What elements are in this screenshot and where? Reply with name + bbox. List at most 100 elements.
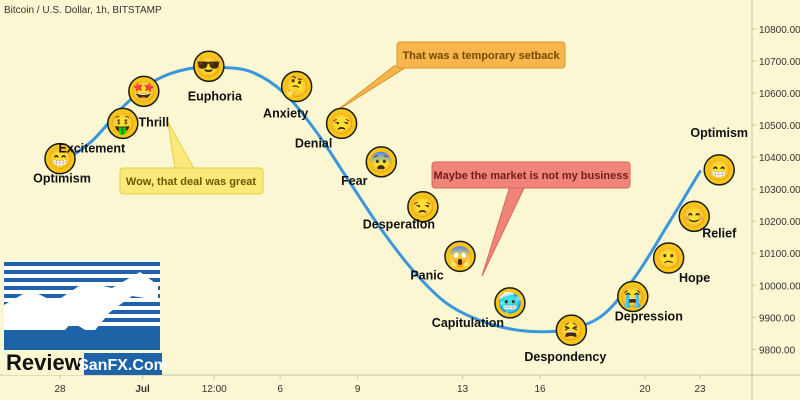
price-line <box>58 65 702 334</box>
emoji-face-icon <box>280 70 313 103</box>
time-tick-label: 23 <box>694 384 706 395</box>
price-tick-label: 10400.00 <box>759 153 800 164</box>
stage-optimism: 😁 Optimism <box>690 126 748 186</box>
callout-business-text: Maybe the market is not my business <box>433 170 628 182</box>
stage-emoji: 😁 <box>707 159 732 182</box>
callout-setback-box <box>396 41 566 69</box>
stage-euphoria: 😎 Euphoria <box>188 50 243 103</box>
price-tick-label: 10500.00 <box>759 121 800 132</box>
stage-emoji: 😎 <box>196 55 221 78</box>
logo-bar <box>4 330 160 350</box>
emoji-face-icon <box>365 146 398 178</box>
logo-stripe <box>4 270 160 274</box>
review-sanfx-logo: Review SanFX.Com <box>4 260 168 375</box>
emoji-face-icon <box>678 200 710 233</box>
stage-emoji: 🙁 <box>656 247 681 270</box>
callout-setback-pointer <box>334 65 410 113</box>
time-tick-label: 12:00 <box>202 384 227 395</box>
logo-sanfx-text: SanFX.Com <box>78 357 168 374</box>
emoji-face-icon <box>494 287 526 319</box>
time-tick-label: 13 <box>457 384 469 395</box>
price-tick-label: 10200.00 <box>759 217 800 228</box>
price-series <box>58 65 702 334</box>
time-tick-label: Jul <box>135 384 150 395</box>
stage-anxiety: 🤔 Anxiety <box>263 70 313 121</box>
price-tick-label: 10000.00 <box>759 281 800 292</box>
emoji-face-icon <box>325 107 358 140</box>
stage-label: Thrill <box>139 115 170 129</box>
stage-label: Hope <box>679 271 710 285</box>
logo-stripe <box>4 278 160 282</box>
callout-wow[interactable]: Wow, that deal was great <box>119 121 264 195</box>
stage-panic: 😱 Panic <box>410 240 476 282</box>
emoji-face-icon <box>407 190 439 223</box>
logo-stripe <box>4 262 160 266</box>
logo-review-text: Review <box>6 350 83 375</box>
stage-label: Anxiety <box>263 107 308 121</box>
callout-setback-text: That was a temporary setback <box>402 50 560 62</box>
price-tick-label: 10800.00 <box>759 25 800 36</box>
emotion-stages: 😁Optimism🤑Excitement🤩Thrill😎Euphoria 🤔Anx… <box>33 50 748 364</box>
emoji-face-icon <box>44 142 76 175</box>
time-tick-label: 16 <box>534 384 546 395</box>
stage-label: Optimism <box>690 126 748 140</box>
symbol-header: Bitcoin / U.S. Dollar, 1h, BITSTAMP <box>4 5 162 16</box>
stage-relief: 😊Relief <box>678 200 737 240</box>
callout-wow-text: Wow, that deal was great <box>126 176 257 188</box>
callout-business-pointer <box>481 185 526 277</box>
stage-label: Euphoria <box>188 89 243 103</box>
emoji-face-icon <box>652 242 685 274</box>
stage-thrill: 🤩 Thrill <box>128 75 170 129</box>
stage-depression: 😭Depression <box>615 280 683 323</box>
stage-excitement: 🤑 Excitement <box>58 107 139 155</box>
callout-business[interactable]: Maybe the market is not my business <box>431 161 631 277</box>
price-tick-label: 10100.00 <box>759 249 800 260</box>
emoji-face-icon <box>555 314 588 346</box>
time-tick-label: 9 <box>355 384 361 395</box>
stage-fear: 😨Fear <box>341 146 398 188</box>
stage-despondency: 😫 Despondency <box>524 314 606 364</box>
price-axis[interactable]: 9800.00 9900.00 10000.00 10100.00 10200.00 10… <box>752 25 800 357</box>
stage-emoji: 🤔 <box>284 76 309 99</box>
logo-left-bg <box>4 351 84 375</box>
stage-emoji: 😊 <box>682 205 707 228</box>
stage-label: Fear <box>341 174 368 188</box>
stage-label: Despondency <box>524 350 606 364</box>
stage-emoji: 😁 <box>48 148 73 171</box>
stage-denial: 😒Denial <box>295 107 358 150</box>
stage-emoji: 🤑 <box>110 112 135 135</box>
stage-emoji: 🤩 <box>131 80 156 103</box>
time-tick-label: 28 <box>54 384 66 395</box>
stage-emoji: 😒 <box>329 112 354 135</box>
emoji-face-icon <box>128 75 160 108</box>
stage-label: Optimism <box>33 172 91 186</box>
emoji-face-icon <box>703 154 735 186</box>
price-tick-label: 10600.00 <box>759 89 800 100</box>
stage-emoji: 😱 <box>448 245 473 268</box>
stage-label: Relief <box>702 226 737 240</box>
callout-wow-box <box>119 167 264 195</box>
stage-optimism: 😁Optimism <box>33 142 91 186</box>
stage-hope: 🙁Hope <box>652 242 710 285</box>
time-tick-label: 6 <box>277 384 283 395</box>
stage-label: Desperation <box>363 218 435 232</box>
price-tick-label: 10700.00 <box>759 57 800 68</box>
stage-label: Panic <box>410 268 443 282</box>
logo-bull-silhouette <box>4 272 158 345</box>
emoji-face-icon <box>193 50 225 83</box>
stage-label: Depression <box>615 309 683 323</box>
time-tick-label: 20 <box>639 384 651 395</box>
stage-emoji: 😭 <box>620 285 645 308</box>
stage-label: Excitement <box>58 141 126 155</box>
price-tick-label: 9800.00 <box>759 345 796 356</box>
time-axis[interactable]: 28 Jul 12:00 6 9 13 16 20 23 <box>54 375 706 395</box>
callout-business-box <box>431 161 631 189</box>
stage-emoji: 😨 <box>369 151 394 174</box>
logo-right-bg <box>84 353 162 375</box>
callout-setback[interactable]: That was a temporary setback <box>334 41 566 113</box>
stage-label: Denial <box>295 136 333 150</box>
stage-desperation: 😒Desperation <box>363 190 439 232</box>
emoji-face-icon <box>617 280 649 313</box>
